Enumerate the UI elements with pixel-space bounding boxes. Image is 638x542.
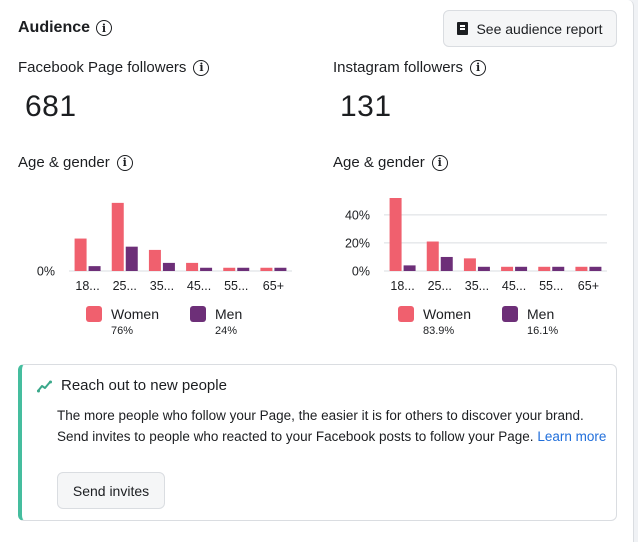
bar-men-5[interactable] [274,267,287,271]
legend-women-label: Women [423,306,471,322]
bar-men-3[interactable] [200,267,213,271]
bar-women-0[interactable] [74,238,87,271]
bar-men-4[interactable] [237,267,250,271]
men-swatch [502,306,518,322]
send-invites-button[interactable]: Send invites [57,472,165,509]
bar-men-2[interactable] [477,266,490,271]
x-tick-label: 65+ [578,279,599,293]
bar-men-0[interactable] [88,266,101,271]
legend-men-pct: 16.1% [527,325,559,337]
x-tick-label: 55... [539,279,563,293]
bar-women-1[interactable] [111,202,124,271]
reach-out-line-1: The more people who follow your Page, th… [57,408,584,423]
info-icon[interactable]: i [431,154,448,171]
instagram-followers-count: 131 [340,90,392,123]
instagram-followers-label: Instagram followers i [333,59,487,76]
legend-men-pct: 24% [215,325,238,337]
x-tick-label: 18... [75,279,99,293]
x-tick-label: 25... [113,279,137,293]
bar-women-3[interactable] [186,262,199,271]
audience-header: Audience i [18,19,113,37]
reach-out-description: The more people who follow your Page, th… [57,405,617,447]
bar-women-1[interactable] [426,241,439,271]
reach-out-title: Reach out to new people [37,377,227,394]
learn-more-link[interactable]: Learn more [537,429,607,444]
y-tick-label: 40% [345,208,370,222]
bar-women-0[interactable] [389,198,402,271]
legend-women-pct: 83.9% [423,325,455,337]
info-icon[interactable]: i [96,20,113,36]
bar-men-0[interactable] [403,265,416,271]
page-title: Audience [18,19,91,36]
facebook-age-gender-text: Age & gender [18,154,110,171]
bar-women-3[interactable] [501,266,514,271]
legend-women: Women 76% [86,306,190,337]
reach-out-line-2: Send invites to people who reacted to yo… [57,429,534,444]
x-tick-label: 55... [224,279,248,293]
instagram-age-gender-label: Age & gender i [333,154,448,171]
y-tick-label: 0% [352,265,370,279]
report-book-icon [457,22,469,35]
legend-women-pct: 76% [111,325,134,337]
bar-women-4[interactable] [538,266,551,271]
legend-men: Men 16.1% [502,306,606,337]
bar-men-4[interactable] [552,266,565,271]
x-tick-label: 35... [150,279,174,293]
facebook-followers-count: 681 [25,90,77,123]
facebook-age-gender-label: Age & gender i [18,154,133,171]
bar-men-5[interactable] [589,266,602,271]
y-tick-label: 20% [345,236,370,250]
info-icon[interactable]: i [193,59,210,76]
instagram-age-gender-chart: 0% 20% 40% 18... 25... 35... 45... 55... 65+ [345,198,607,293]
reach-out-title-text: Reach out to new people [61,377,227,394]
info-icon[interactable]: i [116,154,133,171]
legend-women: Women 83.9% [398,306,502,337]
legend-men: Men 24% [190,306,294,337]
men-swatch [190,306,206,322]
facebook-legend: Women 76% Men 24% [86,306,294,337]
x-tick-label: 25... [428,279,452,293]
bar-women-2[interactable] [148,249,161,271]
bar-men-2[interactable] [162,262,175,271]
legend-men-label: Men [215,306,243,322]
x-tick-label: 45... [502,279,526,293]
x-tick-label: 65+ [263,279,284,293]
facebook-followers-text: Facebook Page followers [18,59,187,76]
y-tick-label: 0% [37,265,55,279]
legend-women-label: Women [111,306,159,322]
bar-women-2[interactable] [463,258,476,271]
report-button-label: See audience report [476,20,603,37]
women-swatch [86,306,102,322]
bar-women-4[interactable] [223,267,236,271]
instagram-age-gender-text: Age & gender [333,154,425,171]
x-tick-label: 18... [390,279,414,293]
bar-women-5[interactable] [575,266,588,271]
x-tick-label: 45... [187,279,211,293]
x-tick-label: 35... [465,279,489,293]
bar-men-1[interactable] [440,256,453,271]
instagram-legend: Women 83.9% Men 16.1% [398,306,606,337]
facebook-followers-label: Facebook Page followers i [18,59,210,76]
legend-men-label: Men [527,306,555,322]
instagram-followers-text: Instagram followers [333,59,464,76]
bar-men-1[interactable] [125,246,138,271]
women-swatch [398,306,414,322]
info-icon[interactable]: i [470,59,487,76]
bar-women-5[interactable] [260,267,273,271]
trend-up-icon [37,380,52,392]
see-audience-report-button[interactable]: See audience report [443,10,617,47]
reach-out-box: Reach out to new people The more people … [18,364,617,521]
facebook-age-gender-chart: 0% 18... 25... 35... 45... 55... 65+ [37,202,292,293]
bar-men-3[interactable] [515,266,528,271]
